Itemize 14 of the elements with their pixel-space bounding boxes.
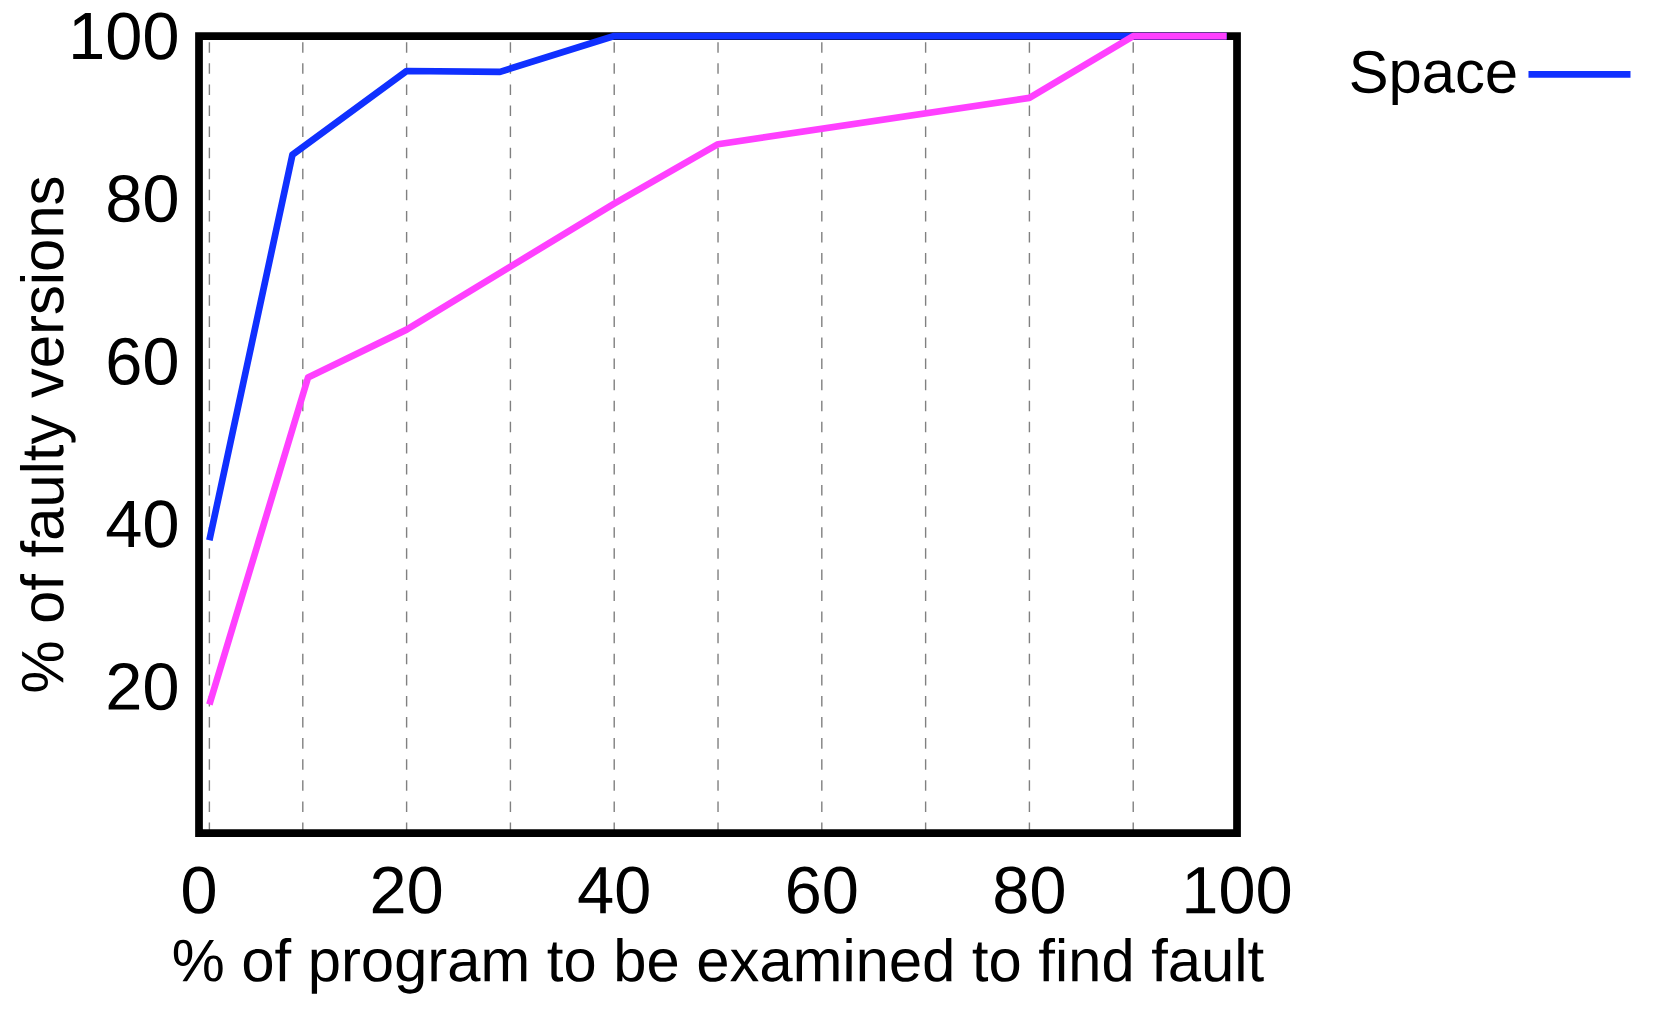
y-tick-label: 100 [73, 12, 177, 60]
x-tick-label: 80 [995, 866, 1064, 914]
y-tick-label: 60 [108, 337, 177, 385]
y-axis-title: % of faulty versions [19, 177, 76, 692]
x-axis-title: % of program to be examined to find fault [173, 937, 1264, 994]
x-tick-label: 20 [372, 866, 442, 914]
y-tick-label: 40 [106, 500, 177, 548]
y-tick-label: 80 [108, 175, 177, 223]
x-tick-label: 0 [183, 866, 215, 914]
x-tick-label: 100 [1186, 866, 1291, 914]
x-tick-label: 60 [788, 866, 857, 914]
y-tick-label: 20 [108, 662, 177, 711]
legend-label: Space [1351, 50, 1516, 105]
x-tick-label: 40 [578, 866, 649, 914]
